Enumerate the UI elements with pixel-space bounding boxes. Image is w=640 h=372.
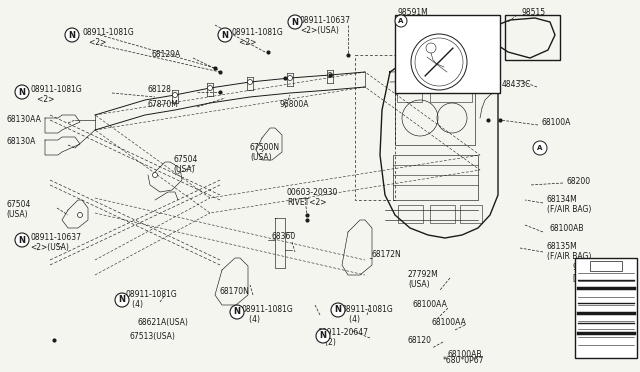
Text: 98591M
[0396-03971: 98591M [0396-03971 [398,8,447,28]
Text: 68100A: 68100A [542,118,572,127]
Text: 08911-1081G
   (4): 08911-1081G (4) [242,305,294,324]
Bar [397,92,422,102]
Text: 67870M: 67870M [148,100,179,109]
Text: 67504
(USA): 67504 (USA) [6,200,30,219]
Text: 67504
(USA): 67504 (USA) [173,155,197,174]
Circle shape [395,15,407,27]
Bar [505,15,560,60]
Text: *680*0P67: *680*0P67 [443,356,484,365]
Text: 98515: 98515 [522,8,546,17]
Text: 96800A: 96800A [280,100,310,109]
Text: 68135M
(F/AIR BAG): 68135M (F/AIR BAG) [547,242,591,262]
Text: 68128: 68128 [148,85,172,94]
Text: A: A [398,18,404,24]
Text: 68120: 68120 [408,336,432,345]
Text: 68100AB: 68100AB [448,350,483,359]
Text: N: N [68,31,76,39]
Text: 67513(USA): 67513(USA) [130,332,176,341]
Bar [575,258,637,358]
Text: N: N [118,295,125,305]
Text: A: A [538,145,543,151]
Text: 68129A: 68129A [152,50,181,59]
Circle shape [65,28,79,42]
Text: 68100AB: 68100AB [550,224,584,233]
Circle shape [115,293,129,307]
Text: 68200: 68200 [567,177,591,186]
Text: 08911-20647
   (2): 08911-20647 (2) [318,328,369,347]
Text: 68360: 68360 [272,232,296,241]
Bar [460,205,482,223]
Circle shape [15,233,29,247]
Text: 68100AA: 68100AA [413,300,448,309]
Text: 00603-20930
RIVET<2>: 00603-20930 RIVET<2> [287,188,339,208]
Circle shape [533,141,547,155]
Bar [398,205,423,223]
Circle shape [173,93,177,97]
Bar [395,90,475,145]
Text: 67500N
(USA): 67500N (USA) [250,143,280,163]
Bar [395,15,500,93]
Bar [590,261,622,271]
Circle shape [15,85,29,99]
Bar [393,155,478,200]
Text: N: N [291,17,298,26]
Text: 68130AA: 68130AA [6,115,41,124]
Text: N: N [19,87,26,96]
Bar [430,205,455,223]
Text: 68172N: 68172N [372,250,402,259]
Text: N: N [319,331,326,340]
Text: N: N [335,305,342,314]
Text: 08911-1081G
   <2>: 08911-1081G <2> [232,28,284,47]
Circle shape [248,80,253,84]
Circle shape [218,28,232,42]
Circle shape [328,73,333,77]
Text: 98591MA
[0297-    ]: 98591MA [0297- ] [573,263,611,282]
Circle shape [316,329,330,343]
Text: 08911-1081G
   (4): 08911-1081G (4) [342,305,394,324]
Text: 08911-10637
<2>(USA): 08911-10637 <2>(USA) [30,233,81,252]
Text: 68130A: 68130A [6,137,35,146]
Text: 48433C: 48433C [502,80,531,89]
Circle shape [77,212,83,218]
Circle shape [230,305,244,319]
Text: 08911-1081G
   <2>: 08911-1081G <2> [82,28,134,47]
Circle shape [152,173,157,177]
Circle shape [331,303,345,317]
Circle shape [207,86,212,90]
Text: N: N [234,308,241,317]
Text: N: N [221,31,228,39]
Circle shape [287,76,292,80]
Bar [430,92,472,102]
Text: 68134M
(F/AIR BAG): 68134M (F/AIR BAG) [547,195,591,214]
Text: 08911-1081G
   (4): 08911-1081G (4) [125,290,177,310]
Circle shape [288,15,302,29]
Text: 27792M
(USA): 27792M (USA) [408,270,439,289]
Text: 08911-1081G
   <2>: 08911-1081G <2> [30,85,82,105]
Text: 08911-10637
<2>(USA): 08911-10637 <2>(USA) [300,16,351,35]
Text: 68621A(USA): 68621A(USA) [138,318,189,327]
Text: 68170N: 68170N [220,287,250,296]
Text: N: N [19,235,26,244]
Text: 68100AA: 68100AA [432,318,467,327]
